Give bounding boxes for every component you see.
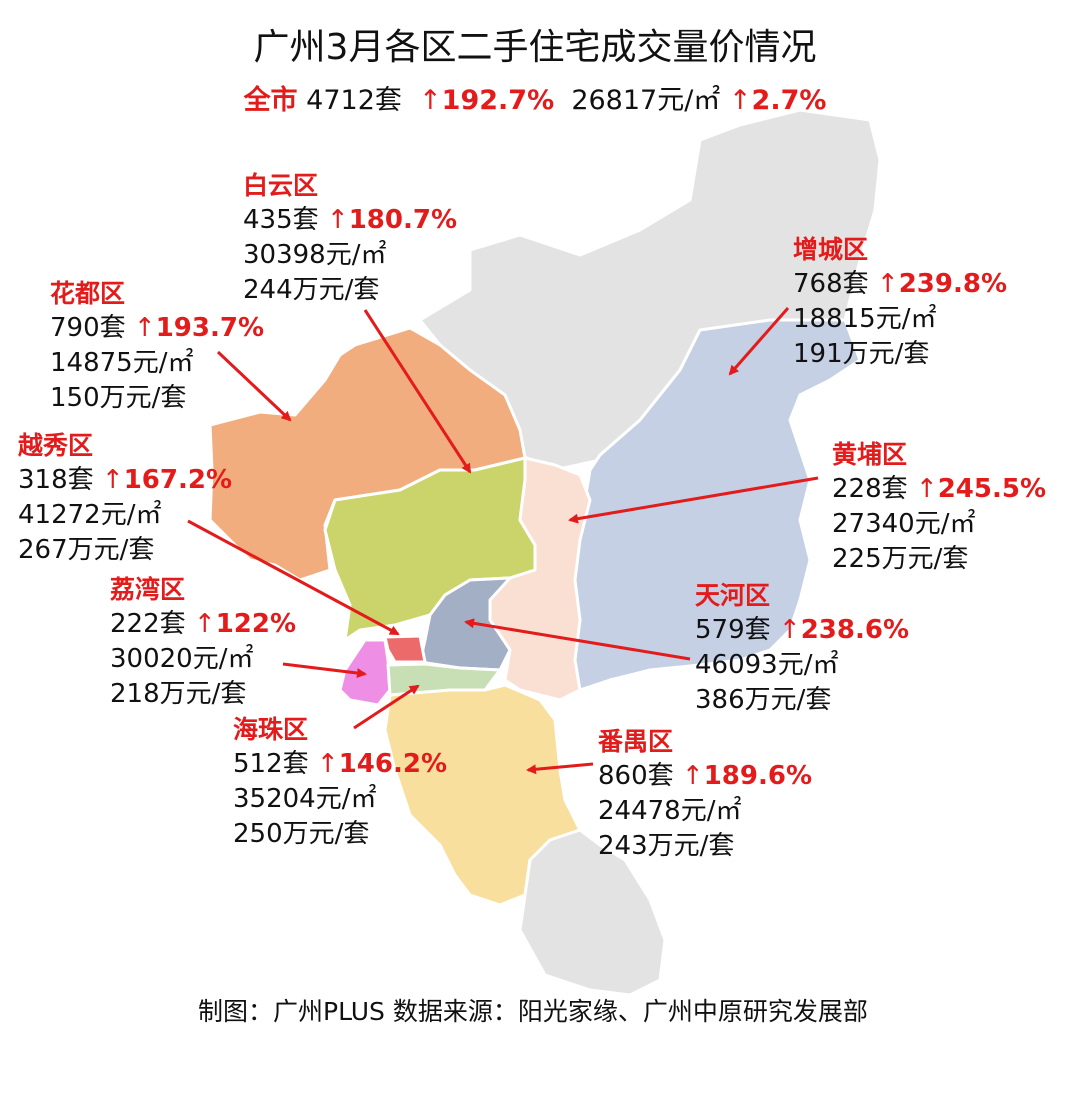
lilwan-pointer-arrow xyxy=(282,662,367,678)
district-volume: 768套 xyxy=(793,269,869,299)
district-name: 花都区 xyxy=(50,279,126,308)
district-label-haizhu: 海珠区 512套 ↑146.2% 35204元/㎡ 250万元/套 xyxy=(233,712,447,852)
district-label-huadu: 花都区 790套 ↑193.7% 14875元/㎡ 150万元/套 xyxy=(50,276,264,416)
district-price: 30398元/㎡ xyxy=(243,240,387,270)
district-volume-change: 167.2% xyxy=(123,465,232,495)
district-volume-change: 146.2% xyxy=(338,749,447,779)
district-volume: 228套 xyxy=(832,474,908,504)
district-price: 14875元/㎡ xyxy=(50,348,194,378)
district-volume-change: 189.6% xyxy=(703,761,812,791)
district-volume-change: 238.6% xyxy=(800,615,909,645)
district-total-price: 267万元/套 xyxy=(18,535,155,565)
district-volume-change: 180.7% xyxy=(348,205,457,235)
up-arrow-icon: ↑ xyxy=(419,85,442,116)
district-label-zengcheng: 增城区 768套 ↑239.8% 18815元/㎡ 191万元/套 xyxy=(793,232,1007,372)
district-total-price: 386万元/套 xyxy=(695,685,832,715)
district-volume-change: 193.7% xyxy=(155,313,264,343)
nansha-district xyxy=(518,828,667,997)
district-volume-change: 239.8% xyxy=(898,269,1007,299)
citywide-price: 26817元/㎡ xyxy=(571,85,721,116)
yuexiu-district xyxy=(383,634,427,664)
chart-title: 广州3月各区二手住宅成交量价情况 xyxy=(253,27,817,68)
district-label-tianhe: 天河区 579套 ↑238.6% 46093元/㎡ 386万元/套 xyxy=(695,578,909,718)
district-total-price: 250万元/套 xyxy=(233,819,370,849)
district-volume: 435套 xyxy=(243,205,319,235)
district-price: 46093元/㎡ xyxy=(695,650,839,680)
district-price: 30020元/㎡ xyxy=(110,644,254,674)
district-label-panyu: 番禺区 860套 ↑189.6% 24478元/㎡ 243万元/套 xyxy=(598,724,812,864)
district-name: 越秀区 xyxy=(18,431,94,460)
district-price: 18815元/㎡ xyxy=(793,304,937,334)
yuexiu-pointer-arrow xyxy=(187,519,400,636)
district-label-liwan: 荔湾区 222套 ↑122% 30020元/㎡ 218万元/套 xyxy=(110,572,296,712)
source-footer: 制图：广州PLUS 数据来源：阳光家缘、广州中原研究发展部 xyxy=(198,997,868,1026)
up-arrow-icon: ↑ xyxy=(133,313,156,343)
huadu-pointer-arrow xyxy=(216,350,292,422)
baiyun-pointer-arrow xyxy=(363,309,472,474)
district-volume-change: 245.5% xyxy=(937,474,1046,504)
district-name: 增城区 xyxy=(793,235,869,264)
district-price: 24478元/㎡ xyxy=(598,796,742,826)
up-arrow-icon: ↑ xyxy=(778,615,801,645)
district-label-huangpu: 黄埔区 228套 ↑245.5% 27340元/㎡ 225万元/套 xyxy=(832,437,1046,577)
huadu-district xyxy=(208,326,527,582)
district-total-price: 191万元/套 xyxy=(793,339,930,369)
district-total-price: 150万元/套 xyxy=(50,383,187,413)
district-volume: 222套 xyxy=(110,609,186,639)
huangpu-pointer-arrow xyxy=(568,476,819,524)
district-name: 海珠区 xyxy=(233,715,309,744)
haizhu-pointer-arrow xyxy=(353,684,420,730)
district-volume: 860套 xyxy=(598,761,674,791)
district-name: 黄埔区 xyxy=(832,440,908,469)
district-total-price: 243万元/套 xyxy=(598,831,735,861)
district-total-price: 218万元/套 xyxy=(110,679,247,709)
district-volume: 579套 xyxy=(695,615,771,645)
district-label-yuexiu: 越秀区 318套 ↑167.2% 41272元/㎡ 267万元/套 xyxy=(18,428,232,568)
up-arrow-icon: ↑ xyxy=(915,474,938,504)
panyu-pointer-arrow xyxy=(526,762,594,775)
district-name: 番禺区 xyxy=(598,727,674,756)
district-price: 27340元/㎡ xyxy=(832,509,976,539)
up-arrow-icon: ↑ xyxy=(316,749,339,779)
up-arrow-icon: ↑ xyxy=(876,269,899,299)
zengcheng-pointer-arrow xyxy=(728,307,790,376)
up-arrow-icon: ↑ xyxy=(681,761,704,791)
citywide-volume: 4712套 xyxy=(306,85,402,116)
up-arrow-icon: ↑ xyxy=(326,205,349,235)
district-volume: 318套 xyxy=(18,465,94,495)
district-name: 天河区 xyxy=(695,581,771,610)
district-volume: 790套 xyxy=(50,313,126,343)
citywide-volume-change: 192.7% xyxy=(441,85,555,116)
district-total-price: 225万元/套 xyxy=(832,544,969,574)
district-name: 荔湾区 xyxy=(110,575,186,604)
up-arrow-icon: ↑ xyxy=(728,85,752,116)
district-volume: 512套 xyxy=(233,749,309,779)
district-total-price: 244万元/套 xyxy=(243,275,380,305)
district-price: 41272元/㎡ xyxy=(18,500,162,530)
district-price: 35204元/㎡ xyxy=(233,784,377,814)
citywide-label: 全市 xyxy=(243,85,298,116)
district-volume-change: 122% xyxy=(215,609,297,639)
up-arrow-icon: ↑ xyxy=(193,609,216,639)
citywide-summary: 全市 4712套 ↑192.7% 26817元/㎡ ↑2.7% xyxy=(0,78,1070,117)
district-name: 白云区 xyxy=(243,171,319,200)
up-arrow-icon: ↑ xyxy=(101,465,124,495)
district-label-baiyun: 白云区 435套 ↑180.7% 30398元/㎡ 244万元/套 xyxy=(243,168,457,308)
zengcheng-district xyxy=(568,318,862,692)
tianhe-pointer-arrow xyxy=(464,618,691,661)
